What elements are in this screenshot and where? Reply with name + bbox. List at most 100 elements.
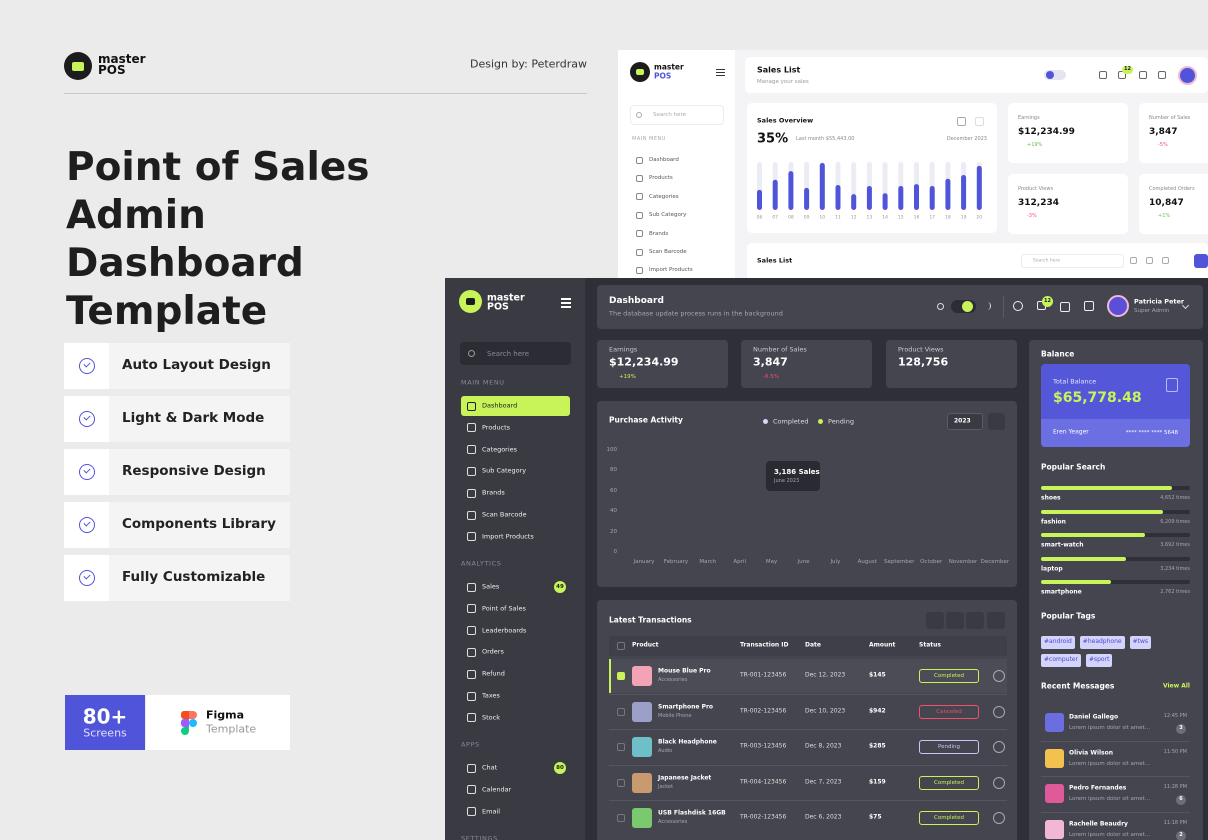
y-tick-label: 0 (613, 548, 618, 555)
row-menu[interactable] (993, 705, 1005, 718)
status-pill (919, 669, 979, 683)
moon-icon (984, 302, 991, 310)
menu-item[interactable]: Categories (649, 193, 679, 200)
menu-toggle (561, 302, 571, 304)
theme-toggle[interactable] (1044, 70, 1066, 80)
view-all[interactable]: View All (1162, 682, 1190, 690)
checkbox[interactable] (617, 642, 625, 650)
menu-item[interactable]: Stock (482, 713, 500, 722)
menu-item[interactable]: Sales (482, 582, 500, 591)
tag[interactable]: #tws (1129, 636, 1152, 649)
icon (467, 488, 476, 498)
search-box[interactable] (460, 342, 571, 365)
menu-item[interactable]: Refund (482, 669, 505, 678)
legend-dot (818, 419, 823, 424)
checkbox[interactable] (617, 672, 625, 680)
transaction-amount: $159 (869, 778, 886, 786)
menu-item[interactable]: Sub Category (482, 466, 527, 475)
menu-item[interactable]: Scan Barcode (482, 510, 527, 519)
x-tick-label: August (857, 558, 877, 565)
message-name: Olivia Wilson (1069, 749, 1114, 757)
menu-badge-count: 49 (556, 583, 564, 590)
row-highlight (609, 659, 1007, 693)
transaction-amount: $75 (869, 813, 882, 821)
search-placeholder: Search here (653, 111, 687, 118)
icon (636, 248, 643, 256)
unread-count: 2 (1179, 831, 1183, 838)
search-box[interactable] (630, 105, 724, 125)
icon (1130, 257, 1137, 264)
x-tick-label: October (920, 558, 943, 565)
message-time: 11:18 PM (1163, 819, 1187, 826)
globe-icon[interactable] (1013, 301, 1023, 311)
row-accent (609, 659, 611, 693)
menu-item[interactable]: Point of Sales (482, 604, 526, 613)
headline: Point of Sales Admin Dashboard Template (66, 145, 370, 334)
menu-item[interactable]: Import Products (649, 267, 693, 274)
search-term: fashion (1041, 518, 1066, 526)
transaction-id: TR-004-123456 (740, 778, 787, 786)
legend-label: Pending (828, 416, 854, 425)
menu-item[interactable]: Leaderboards (482, 625, 527, 634)
logo-bag (465, 298, 476, 306)
checkbox[interactable] (617, 743, 625, 751)
icon (636, 156, 643, 164)
menu-item[interactable]: Email (482, 806, 501, 815)
notification-badge (1122, 66, 1133, 74)
product-thumb (632, 737, 652, 757)
toolbar-button[interactable] (946, 612, 964, 629)
row-menu[interactable] (993, 670, 1005, 682)
stat-change: +19% (1027, 142, 1043, 149)
menu-item[interactable]: Products (649, 175, 673, 182)
message-text: Lorem ipsum dolor sit amet... (1069, 831, 1151, 838)
transaction-amount: $285 (869, 742, 886, 750)
feature-label: Components Library (122, 516, 276, 533)
menu-item[interactable]: Sub Category (649, 212, 687, 219)
menu-item[interactable]: Orders (482, 647, 504, 656)
menu-section-title: SETTINGS (461, 834, 498, 840)
toolbar-button[interactable] (926, 612, 944, 629)
card-number: **** **** **** 5648 (1125, 429, 1178, 436)
checkbox[interactable] (617, 707, 625, 716)
checkbox[interactable] (617, 778, 625, 787)
year-select[interactable] (947, 413, 983, 430)
tag[interactable]: #headphone (1079, 636, 1125, 649)
add-button[interactable] (1194, 254, 1208, 268)
product-name: Black Headphone (658, 738, 717, 746)
toolbar-button[interactable] (987, 612, 1005, 629)
menu-item[interactable]: Brands (482, 488, 505, 497)
icon (467, 604, 476, 614)
tag[interactable]: #sport (1085, 653, 1113, 667)
icon (467, 691, 476, 701)
menu-item[interactable]: Chat (482, 763, 498, 772)
toggle-knob (1046, 71, 1054, 79)
menu-item[interactable]: Dashboard (649, 156, 679, 163)
row-menu[interactable] (993, 741, 1005, 753)
tag[interactable]: #android (1041, 636, 1075, 649)
checkbox[interactable] (617, 814, 625, 822)
transactions-title: Latest Transactions (609, 615, 692, 625)
toolbar-button[interactable] (966, 612, 984, 629)
menu-item[interactable]: Dashboard (482, 401, 518, 410)
tag[interactable]: #computer (1041, 653, 1081, 667)
menu-item[interactable]: Brands (649, 230, 669, 237)
menu-item[interactable]: Categories (482, 444, 518, 453)
menu-item[interactable]: Products (482, 423, 511, 432)
list-search[interactable] (1021, 254, 1124, 268)
menu-item[interactable]: Taxes (482, 691, 500, 700)
icon (1060, 302, 1070, 312)
badge-kind: Template (206, 722, 257, 736)
x-tick-label: 17 (929, 215, 936, 221)
row-menu[interactable] (993, 776, 1005, 789)
menu-item[interactable]: Scan Barcode (649, 248, 687, 255)
more-button[interactable] (988, 413, 1005, 430)
row-menu[interactable] (993, 812, 1005, 824)
menu-item[interactable]: Calendar (482, 785, 512, 794)
overview-period: December 2023 (946, 136, 987, 143)
balance-card-footer (1041, 419, 1190, 447)
menu-item[interactable]: Import Products (482, 532, 534, 541)
menu-section-title: APPS (461, 740, 480, 749)
menu-section-title: MAIN MENU (461, 378, 505, 387)
icon (467, 713, 476, 723)
y-tick-label: 60 (610, 487, 617, 494)
